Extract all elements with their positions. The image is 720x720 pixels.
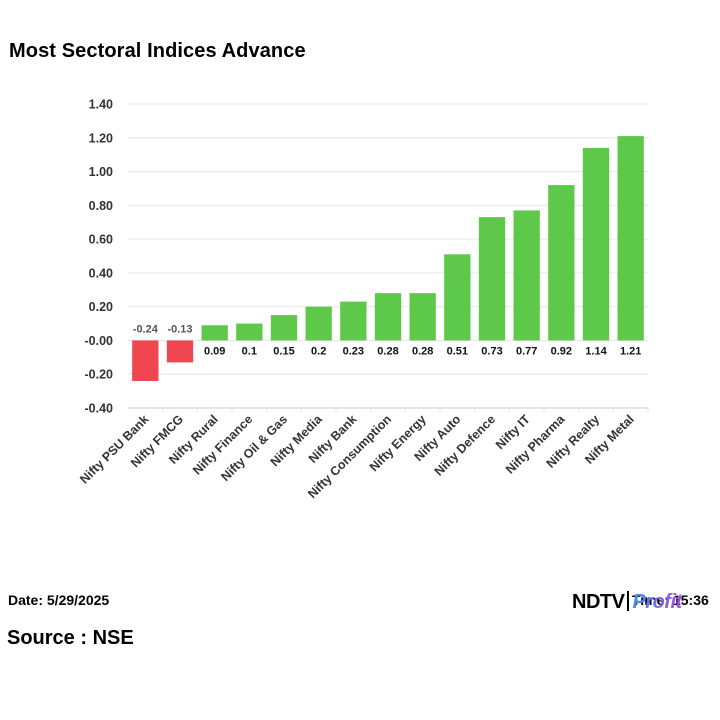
logo-profit-text: Profit — [632, 591, 682, 613]
x-category-label: Nifty Defence — [432, 412, 498, 478]
y-tick-label: 1.20 — [89, 131, 113, 145]
bar — [236, 323, 263, 341]
bar — [478, 217, 506, 341]
bar — [617, 136, 644, 341]
bar — [201, 325, 228, 341]
bar — [444, 254, 471, 341]
data-label: 0.77 — [516, 345, 537, 357]
time-label: Time: 15:36 — [632, 592, 709, 608]
ndtv-profit-logo: NDTV Profit — [572, 590, 682, 614]
data-label: 1.14 — [585, 345, 607, 357]
bar — [513, 210, 540, 341]
y-tick-label: 1.40 — [89, 98, 113, 112]
data-label: 1.21 — [620, 345, 641, 357]
y-tick-label: 0.60 — [89, 233, 113, 247]
bar — [132, 340, 159, 381]
data-label: -0.13 — [167, 323, 192, 335]
y-tick-label: -0.20 — [85, 368, 114, 382]
data-label: 0.51 — [447, 345, 468, 357]
bar — [582, 147, 610, 341]
chart-title: Most Sectoral Indices Advance — [9, 40, 306, 62]
y-tick-label: -0.00 — [85, 334, 114, 348]
bar — [374, 293, 402, 341]
data-label: 0.73 — [481, 345, 502, 357]
bar-chart: -0.40 -0.20 -0.00 0.20 0.40 0.60 0.80 1.00 1.20 1… — [77, 98, 649, 501]
data-label: 0.1 — [242, 345, 257, 357]
date-label: Date: 5/29/2025 — [8, 592, 110, 608]
data-label: 0.15 — [273, 345, 294, 357]
y-tick-label: 1.00 — [89, 165, 113, 179]
data-label: 0.23 — [343, 345, 364, 357]
y-tick-label: 0.20 — [89, 300, 113, 314]
bar — [166, 340, 194, 363]
logo-separator — [627, 591, 630, 611]
logo-ndtv-text: NDTV — [572, 591, 625, 613]
data-label: -0.24 — [133, 323, 159, 335]
source-label: Source : NSE — [7, 627, 134, 649]
data-label: 0.2 — [311, 345, 326, 357]
y-tick-label: 0.80 — [89, 199, 113, 213]
y-tick-label: 0.40 — [89, 266, 113, 280]
data-label: 0.28 — [412, 345, 433, 357]
bar — [548, 185, 575, 341]
bar — [305, 306, 332, 341]
data-label: 0.92 — [551, 345, 572, 357]
data-label: 0.28 — [377, 345, 398, 357]
bar — [270, 315, 298, 341]
y-tick-label: -0.40 — [85, 402, 114, 416]
bar — [340, 301, 367, 341]
bar — [409, 293, 436, 341]
data-label: 0.09 — [204, 345, 225, 357]
